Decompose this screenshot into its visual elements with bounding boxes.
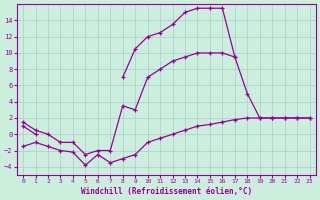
X-axis label: Windchill (Refroidissement éolien,°C): Windchill (Refroidissement éolien,°C) [81, 187, 252, 196]
